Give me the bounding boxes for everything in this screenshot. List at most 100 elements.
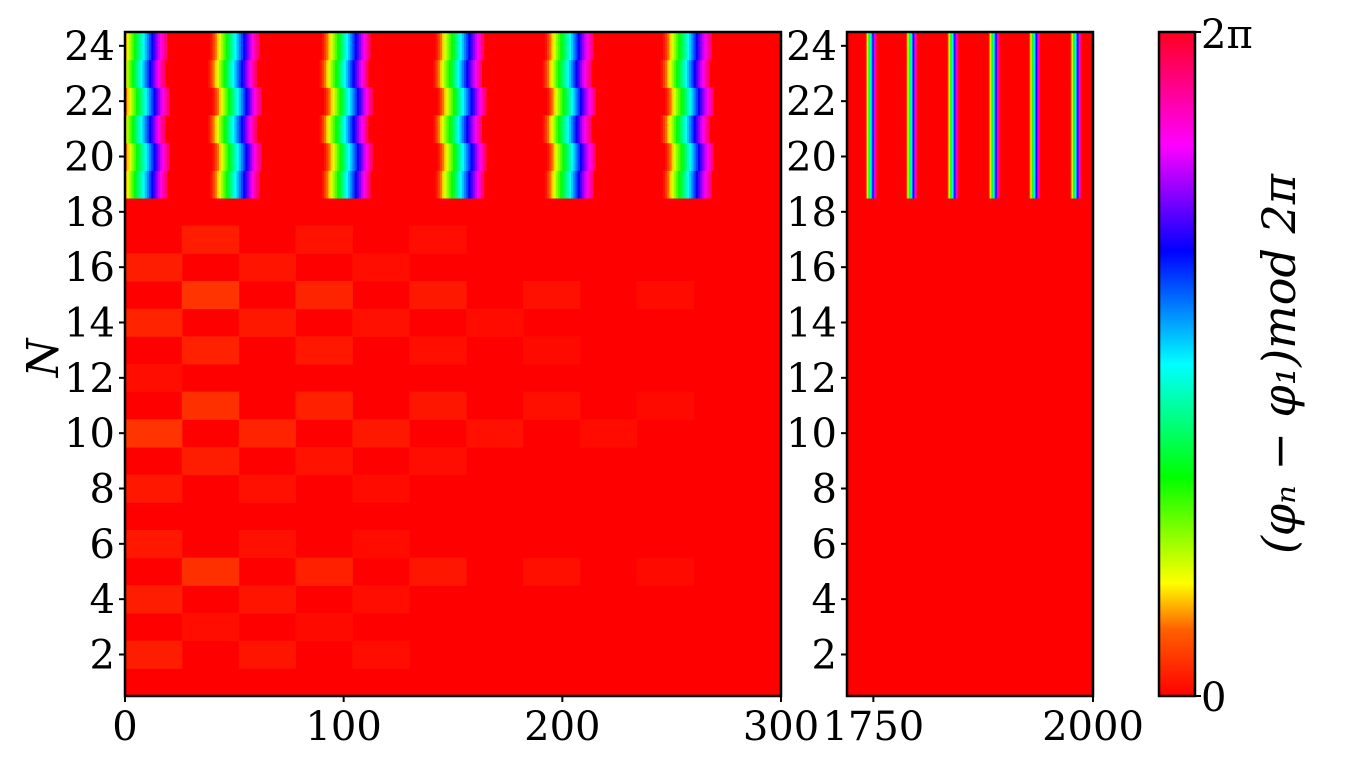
right-heatmap-background [847,32,1093,696]
left-heatmap-stripe-cell [667,87,671,116]
left-heatmap-stripe-cell [455,59,458,88]
left-heatmap-stripe-cell [251,59,255,88]
left-heatmap-stripe-cell [700,32,703,61]
left-heatmap-stripe-cell [463,87,467,116]
left-heatmap-stripe-cell [352,32,356,61]
left-heatmap-stripe-cell [131,59,135,88]
left-heatmap-stripe-cell [358,59,362,88]
right-plot-frame [845,30,1095,698]
left-heatmap-stripe-cell [140,170,144,199]
left-heatmap-stripe-cell [358,170,362,199]
left-heatmap-stripe-cell [477,142,480,171]
left-heatmap-stripe-cell [676,87,679,116]
left-heatmap-stripe-cell [577,32,581,61]
left-heatmap-patch-cell [409,447,467,476]
left-heatmap-stripe-cell [470,87,474,116]
right-heatmap-stripe-cell [957,142,959,171]
left-heatmap-stripe-cell [146,32,150,61]
left-heatmap-stripe-cell [151,32,155,61]
left-heatmap-stripe-cell [435,115,439,144]
left-heatmap-stripe-cell [477,87,480,116]
left-heatmap-patch-cell [181,447,240,476]
right-heatmap-stripe-cell [875,142,877,171]
left-heatmap-stripe-cell [463,59,467,88]
left-heatmap-stripe-cell [240,32,244,61]
left-heatmap-stripe-cell [245,32,249,61]
left-heatmap-stripe-cell [582,170,585,199]
left-heatmap-stripe-cell [582,32,585,61]
left-heatmap-stripe-cell [477,59,480,88]
left-heatmap-stripe-cell [343,170,347,199]
left-heatmap-patch-cell [181,225,240,254]
left-y-tick-label: 10 [64,411,115,457]
left-heatmap-stripe-cell [586,32,590,61]
left-heatmap-patch-cell [352,474,410,503]
left-heatmap-stripe-cell [586,87,590,116]
y-axis-label: N [18,337,69,378]
left-heatmap-stripe-cell [245,170,249,199]
left-heatmap-patch-cell [522,391,581,420]
left-heatmap-stripe-cell [356,87,360,116]
left-heatmap-stripe-cell [365,87,369,116]
left-heatmap-stripe-cell [477,115,480,144]
left-heatmap-stripe-cell [474,170,478,199]
left-heatmap-stripe-cell [662,59,666,88]
left-heatmap-stripe-cell [350,59,354,88]
left-heatmap-stripe-cell [121,170,124,198]
left-heatmap-stripe-cell [225,87,229,116]
left-heatmap-stripe-cell [571,59,574,88]
left-heatmap-stripe-cell [256,87,259,116]
left-heatmap-stripe-cell [232,170,235,199]
left-heatmap-stripe-cell [243,170,246,199]
left-heatmap-stripe-cell [702,115,706,144]
left-heatmap-stripe-cell [151,142,155,171]
left-heatmap-stripe-cell [234,32,238,61]
left-heatmap-stripe-cell [339,32,343,61]
right-x-tick-label: 2000 [1042,704,1144,750]
left-heatmap-stripe-cell [680,87,684,116]
left-heatmap-stripe-cell [702,142,706,171]
left-heatmap-stripe-cell [693,170,697,199]
left-heatmap-stripe-cell [354,59,358,88]
left-y-tick-label: 6 [90,522,115,568]
left-heatmap-stripe-cell [352,59,356,88]
left-heatmap-patch-cell [352,640,410,669]
left-heatmap-stripe-cell [367,170,371,199]
left-heatmap-stripe-cell [680,170,684,199]
left-heatmap-stripe-cell [236,142,240,171]
left-heatmap-stripe-cell [551,115,555,144]
left-heatmap-stripe-cell [138,32,141,61]
left-heatmap-stripe-cell [444,32,448,61]
left-heatmap-stripe-cell [363,170,367,199]
left-heatmap-stripe-cell [323,32,327,61]
left-heatmap-stripe-cell [472,32,476,61]
left-heatmap-stripe-cell [566,115,570,144]
left-heatmap-stripe-cell [551,32,555,61]
left-heatmap-stripe-cell [483,142,487,171]
left-heatmap-patch-cell [352,530,410,559]
left-heatmap-stripe-cell [450,87,454,116]
left-heatmap-stripe-cell [700,59,703,88]
left-heatmap-stripe-cell [249,87,253,116]
left-heatmap-stripe-cell [455,115,458,144]
left-heatmap-stripe-cell [236,115,240,144]
left-heatmap-cells [121,32,781,696]
left-heatmap-stripe-cell [667,32,671,61]
left-heatmap-stripe-cell [684,142,688,171]
left-heatmap-stripe-cell [691,59,695,88]
left-heatmap-stripe-cell [245,142,249,171]
left-heatmap-stripe-cell [466,32,469,61]
left-heatmap-stripe-cell [461,32,465,61]
right-y-tick-label: 18 [786,190,837,236]
left-heatmap-stripe-cell [560,87,563,116]
left-heatmap-stripe-cell [691,170,695,199]
left-heatmap-stripe-cell [553,87,557,116]
right-heatmap-stripe-cell [998,115,1000,144]
left-heatmap-stripe-cell [673,59,677,88]
right-heatmap-stripe-cell [1038,87,1041,116]
left-heatmap-stripe-cell [557,115,561,144]
left-heatmap-patch-cell [466,419,524,448]
left-heatmap-patch-cell [125,530,183,559]
left-heatmap-stripe-cell [330,59,334,88]
